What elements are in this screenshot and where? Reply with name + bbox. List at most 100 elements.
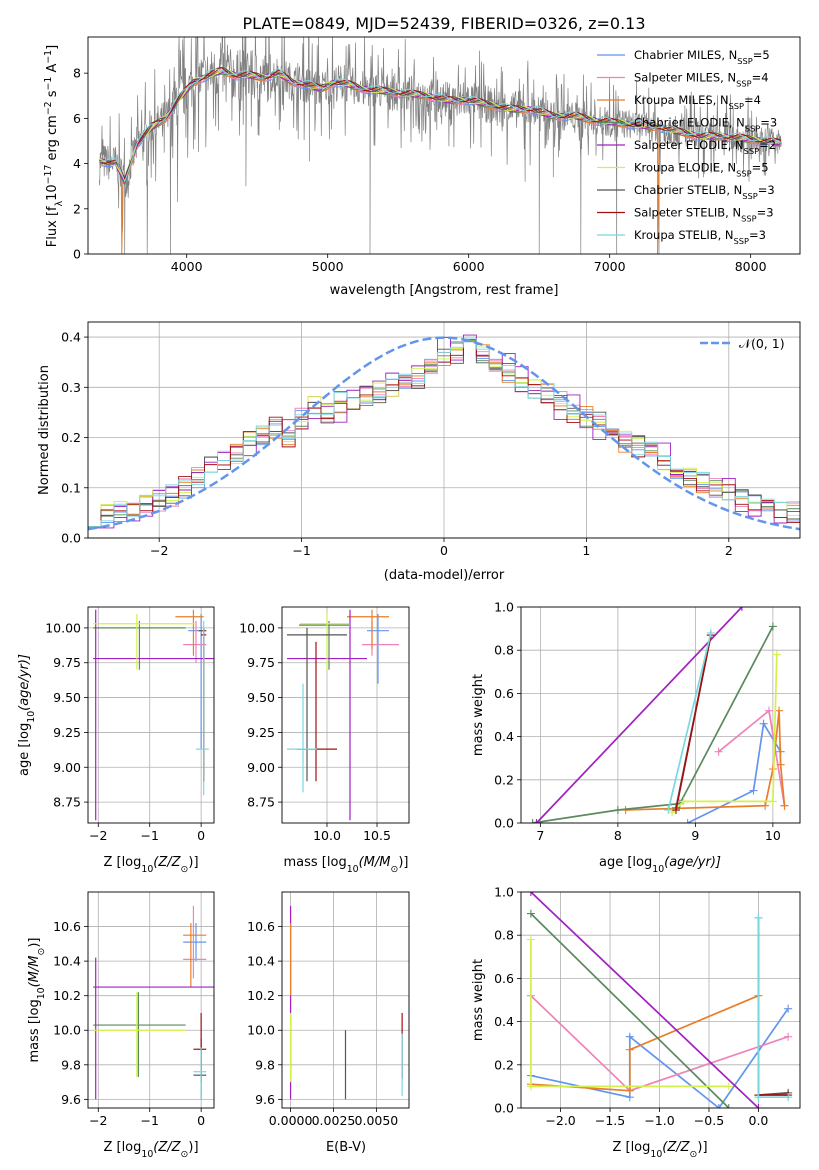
- axes-frame: [520, 891, 801, 1109]
- x-tick-label: 5000: [312, 259, 344, 274]
- y-tick-label: 10.6: [247, 919, 275, 934]
- y-tick-label: 10.00: [239, 620, 275, 635]
- label-part: SSP: [729, 101, 744, 111]
- y-tick-label: 9.8: [255, 1057, 275, 1072]
- axes-frame: [281, 606, 410, 824]
- series-marker-yellow: [772, 650, 781, 659]
- x-tick-label: 0.0025: [312, 1113, 356, 1128]
- label-part: Salpeter ELODIE, N: [634, 138, 744, 152]
- series-marker-orange: [625, 1086, 634, 1095]
- x-tick-label: 7: [536, 828, 544, 843]
- label-part: SSP: [736, 169, 751, 179]
- label-part: −1: [43, 50, 54, 64]
- series-marker-cyan: [706, 628, 715, 637]
- label-part: SSP: [744, 146, 759, 156]
- series-marker-green: [613, 806, 622, 815]
- plot-area: [289, 905, 403, 1100]
- axes-frame: [520, 606, 801, 824]
- y-tick-label: 10.00: [45, 620, 81, 635]
- x-tick-label: 4000: [171, 259, 203, 274]
- label-part: ⊙: [181, 864, 189, 875]
- y-axis-label: mass weight: [471, 959, 486, 1041]
- mw-vs-z-axes: −2.0 −1.5 −1.0 −0.5 0.0 0.0 0.2 0.4 0.6 0.8 1.0 Z […: [471, 885, 801, 1160]
- label-part: =5: [752, 161, 769, 175]
- y-tick-label: 9.8: [61, 1057, 81, 1072]
- label-part: 10: [26, 711, 37, 723]
- x-tick-label: 8: [614, 828, 622, 843]
- series-marker-yellow: [768, 797, 777, 806]
- x-tick-label: 1: [582, 543, 590, 558]
- y-axis-label: age [log10(age/yr)]: [17, 654, 37, 776]
- legend-label: Salpeter MILES, NSSP=4: [634, 71, 769, 89]
- y-tick-label: 2: [73, 201, 81, 216]
- series-line-green: [532, 626, 774, 823]
- y-tick-label: 0.0: [61, 531, 81, 546]
- y-tick-label: 9.50: [247, 690, 275, 705]
- x-tick-label: −2: [89, 828, 107, 843]
- series-marker-yellow: [679, 797, 688, 806]
- label-part: )]: [188, 855, 198, 870]
- legend-label: Salpeter ELODIE, NSSP=2: [634, 138, 776, 156]
- y-tick-label: 0.4: [494, 729, 514, 744]
- label-part: Flux [f: [45, 206, 60, 247]
- series-marker-purple: [737, 607, 746, 611]
- axes-frame: [87, 321, 801, 539]
- legend-label: 𝒩(0, 1): [739, 336, 785, 351]
- model-spectrum-cyan: [99, 68, 782, 183]
- x-tick-label: 9: [691, 828, 699, 843]
- series-marker-green: [528, 819, 537, 823]
- y-tick-label: 1.0: [494, 600, 514, 615]
- label-part: Salpeter STELIB, N: [634, 206, 741, 220]
- series-line-cyan: [667, 632, 712, 811]
- y-tick-label: 10.0: [247, 1023, 275, 1038]
- y-tick-label: 9.25: [247, 725, 275, 740]
- y-tick-label: 10.6: [53, 919, 81, 934]
- x-tick-label: −1: [140, 1113, 158, 1128]
- label-part: (Z/Z: [662, 1140, 690, 1155]
- x-tick-label: 10.5: [363, 828, 391, 843]
- residual-axes: −2 −1 0 1 2 0.0 0.1 0.2 0.3 0.4 (data-model)/error…: [37, 321, 801, 583]
- y-tick-label: 10.2: [53, 988, 81, 1003]
- series-marker-cyan: [754, 1093, 763, 1102]
- x-tick-label: 0: [197, 1113, 205, 1128]
- x-tick-label: −2: [150, 543, 168, 558]
- y-tick-label: 10.4: [53, 954, 81, 969]
- y-axis-label: mass weight: [471, 674, 486, 756]
- label-part: erg cm: [45, 115, 60, 164]
- series-marker-orange: [761, 801, 770, 810]
- label-part: )]: [697, 1140, 707, 1155]
- label-part: λ: [54, 200, 65, 206]
- label-part: (M/M: [27, 956, 42, 988]
- label-part: =3: [757, 206, 774, 220]
- y-axis-label: Normed distribution: [37, 365, 52, 495]
- legend-label: Salpeter STELIB, NSSP=3: [634, 206, 774, 224]
- y-tick-label: 0.2: [61, 430, 81, 445]
- series-marker-purple: [526, 892, 535, 896]
- series-marker-blue: [749, 786, 758, 795]
- label-part: =3: [760, 116, 777, 130]
- y-tick-label: 1.0: [494, 885, 514, 900]
- y-tick-label: 0.2: [494, 772, 514, 787]
- series-marker-orange: [625, 1045, 634, 1054]
- mass-vs-z-axes: −2 −1 09.69.810.010.210.410.6Z [log10(Z/Z⊙…: [27, 891, 215, 1160]
- x-tick-label: 0.0: [749, 1113, 769, 1128]
- y-tick-label: 9.00: [53, 760, 81, 775]
- series-line-purple: [535, 607, 743, 823]
- label-part: SSP: [734, 236, 749, 246]
- series-marker-cyan: [784, 1093, 793, 1102]
- plot-area: [287, 609, 399, 821]
- series-marker-blue: [714, 1104, 723, 1108]
- series-marker-cyan: [754, 913, 763, 922]
- x-tick-label: 7000: [594, 259, 626, 274]
- y-tick-label: 0.8: [494, 643, 514, 658]
- histogram-gray: [88, 339, 800, 528]
- label-part: mass [log: [284, 855, 347, 870]
- y-tick-label: 0: [73, 247, 81, 262]
- label-part: =3: [758, 183, 775, 197]
- plot-area: [88, 334, 800, 531]
- axes-frame: [87, 606, 215, 824]
- label-part: =2: [759, 138, 776, 152]
- label-part: SSP: [736, 79, 751, 89]
